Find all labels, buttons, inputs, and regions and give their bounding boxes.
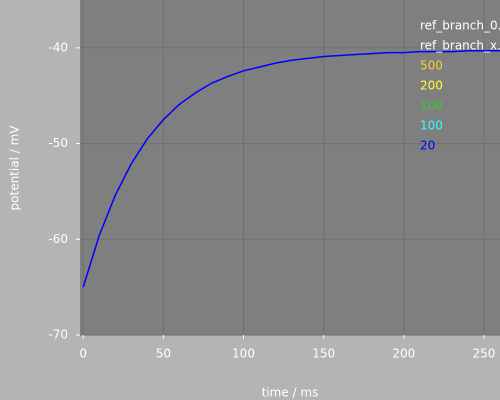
legend-label: ref_branch_0.	[420, 19, 500, 33]
x-tick-label: 150	[312, 347, 335, 361]
legend-label: 200	[420, 79, 443, 93]
y-tick-label: -50	[48, 136, 68, 150]
y-tick-label: -70	[48, 328, 68, 342]
legend-label: ref_branch_x.	[420, 39, 500, 53]
legend-label: 100	[420, 119, 443, 133]
plot-area	[80, 0, 500, 335]
x-tick-label: 50	[156, 347, 171, 361]
y-axis-label: potential / mV	[8, 125, 22, 211]
legend-label: 500	[420, 59, 443, 73]
line	[82, 49, 500, 288]
legend-label: 20	[420, 139, 435, 153]
legend-label: 100	[420, 99, 443, 113]
y-tick-label: -60	[48, 232, 68, 246]
x-tick-label: 200	[392, 347, 415, 361]
y-tick-label: -40	[48, 40, 68, 54]
x-axis-label: time / ms	[262, 386, 319, 400]
x-tick-label: 0	[79, 347, 87, 361]
x-tick-label: 100	[232, 347, 255, 361]
x-tick-label: 250	[473, 347, 496, 361]
